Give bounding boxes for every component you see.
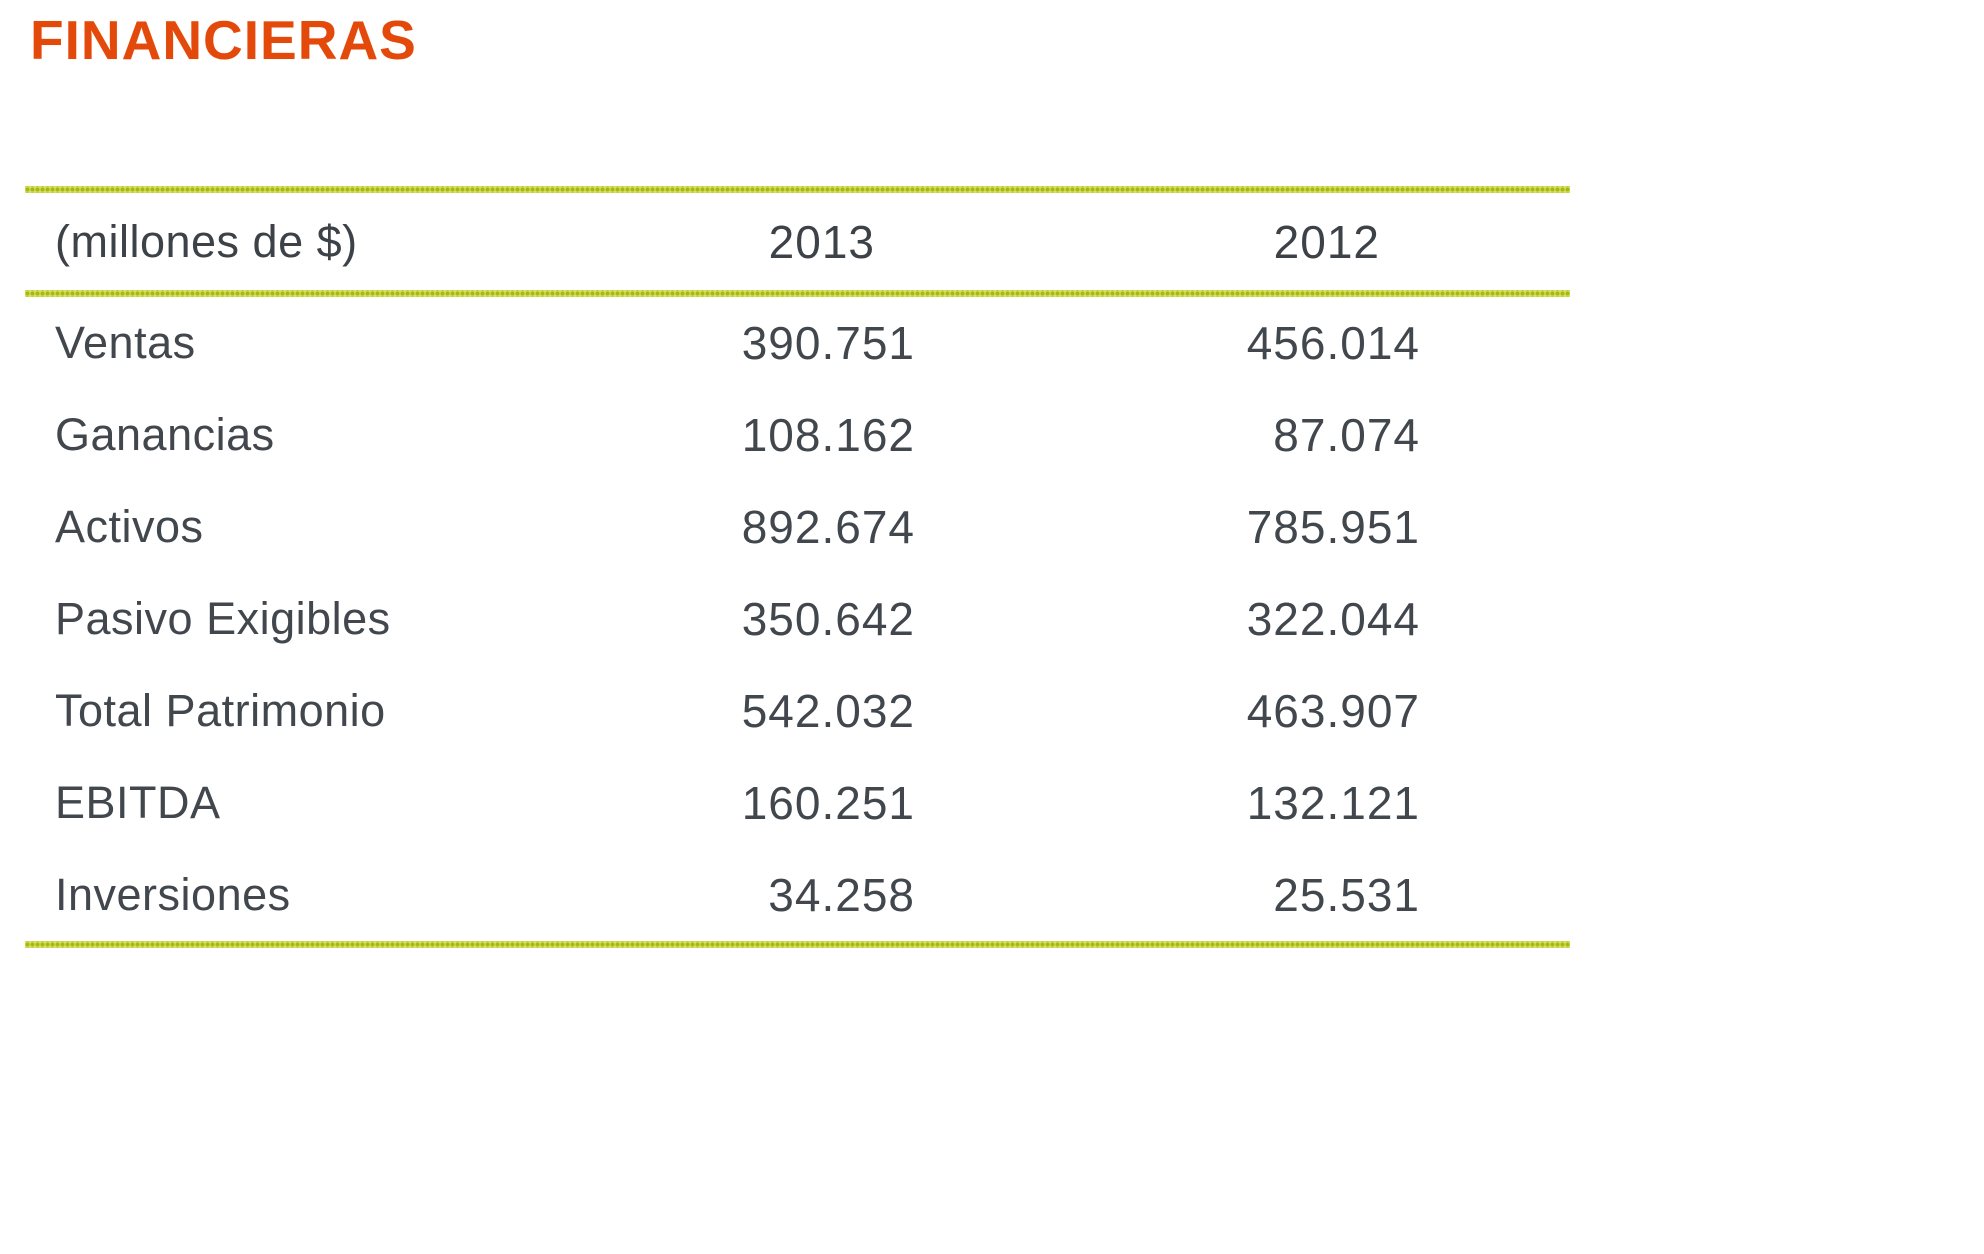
value-2013: 892.674 [741, 501, 915, 553]
value-2013: 350.642 [741, 593, 915, 645]
row-label: Activos [55, 501, 204, 552]
table-row: EBITDA 160.251 132.121 [25, 757, 1570, 849]
table-row: Ventas 390.751 456.014 [25, 297, 1570, 389]
table-row: Ganancias 108.162 87.074 [25, 389, 1570, 481]
row-label: Ganancias [55, 409, 275, 460]
value-2013: 542.032 [741, 685, 915, 737]
value-2013: 390.751 [741, 317, 915, 369]
value-2012: 785.951 [1246, 501, 1420, 553]
value-2012: 25.531 [1273, 869, 1420, 921]
value-2012: 322.044 [1246, 593, 1420, 645]
value-2012: 87.074 [1273, 409, 1420, 461]
row-label: Total Patrimonio [55, 685, 386, 736]
value-2013: 108.162 [741, 409, 915, 461]
column-header-2013: 2013 [768, 215, 875, 268]
table-header-row: (millones de $) 2013 2012 [25, 193, 1570, 290]
table-row: Total Patrimonio 542.032 463.907 [25, 665, 1570, 757]
row-label: Ventas [55, 317, 196, 368]
table-rule-bottom [25, 941, 1570, 948]
table-rule-header [25, 290, 1570, 297]
table-row: Activos 892.674 785.951 [25, 481, 1570, 573]
table-row: Pasivo Exigibles 350.642 322.044 [25, 573, 1570, 665]
table-rule-top [25, 186, 1570, 193]
table-row: Inversiones 34.258 25.531 [25, 849, 1570, 941]
row-label: Pasivo Exigibles [55, 593, 391, 644]
value-2013: 160.251 [741, 777, 915, 829]
unit-label: (millones de $) [55, 215, 358, 267]
financial-table: (millones de $) 2013 2012 Ventas 390.751… [25, 186, 1570, 948]
row-label: Inversiones [55, 869, 291, 920]
value-2012: 456.014 [1246, 317, 1420, 369]
column-header-2012: 2012 [1273, 215, 1380, 268]
value-2012: 132.121 [1246, 777, 1420, 829]
row-label: EBITDA [55, 777, 221, 828]
page-title: FINANCIERAS [30, 9, 417, 71]
value-2012: 463.907 [1246, 685, 1420, 737]
value-2013: 34.258 [768, 869, 915, 921]
